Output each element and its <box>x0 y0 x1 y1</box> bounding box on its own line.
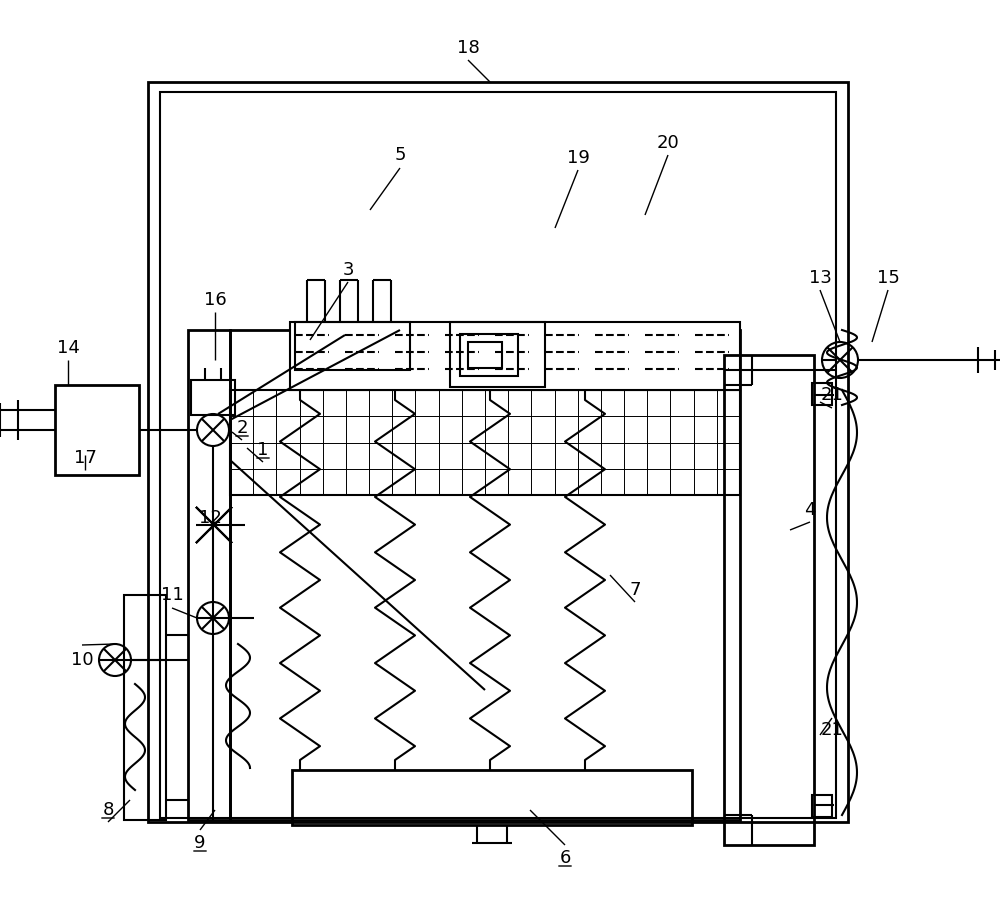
Text: 19: 19 <box>567 149 589 167</box>
Bar <box>148 82 848 822</box>
Text: 21: 21 <box>821 721 843 739</box>
Bar <box>191 380 235 415</box>
Bar <box>812 795 832 817</box>
Bar <box>292 770 692 825</box>
Text: 18: 18 <box>457 39 479 57</box>
Text: 10: 10 <box>71 651 93 669</box>
Bar <box>812 383 832 405</box>
Bar <box>290 322 740 390</box>
Text: 2: 2 <box>236 419 248 437</box>
Text: 4: 4 <box>804 501 816 519</box>
Text: 11: 11 <box>161 586 183 604</box>
Bar <box>188 330 230 820</box>
Text: 1: 1 <box>257 441 269 459</box>
Text: 3: 3 <box>342 261 354 279</box>
Bar <box>450 322 545 387</box>
Bar <box>160 92 836 818</box>
Bar <box>468 342 502 368</box>
Text: 5: 5 <box>394 146 406 164</box>
Text: 13: 13 <box>809 269 831 287</box>
Bar <box>724 355 814 845</box>
Bar <box>124 595 166 820</box>
Text: 8: 8 <box>102 801 114 819</box>
Bar <box>295 322 410 370</box>
Text: 7: 7 <box>629 581 641 599</box>
Text: 6: 6 <box>559 849 571 867</box>
Text: 17: 17 <box>74 449 96 467</box>
Bar <box>460 334 518 376</box>
Bar <box>230 390 740 495</box>
Text: 16: 16 <box>204 291 226 309</box>
Text: 14: 14 <box>57 339 79 357</box>
Text: 9: 9 <box>194 834 206 852</box>
Bar <box>55 385 139 475</box>
Text: 15: 15 <box>877 269 899 287</box>
Text: 20: 20 <box>657 134 679 152</box>
Text: 21: 21 <box>821 386 843 404</box>
Text: 12: 12 <box>199 509 221 527</box>
Bar <box>230 330 740 820</box>
